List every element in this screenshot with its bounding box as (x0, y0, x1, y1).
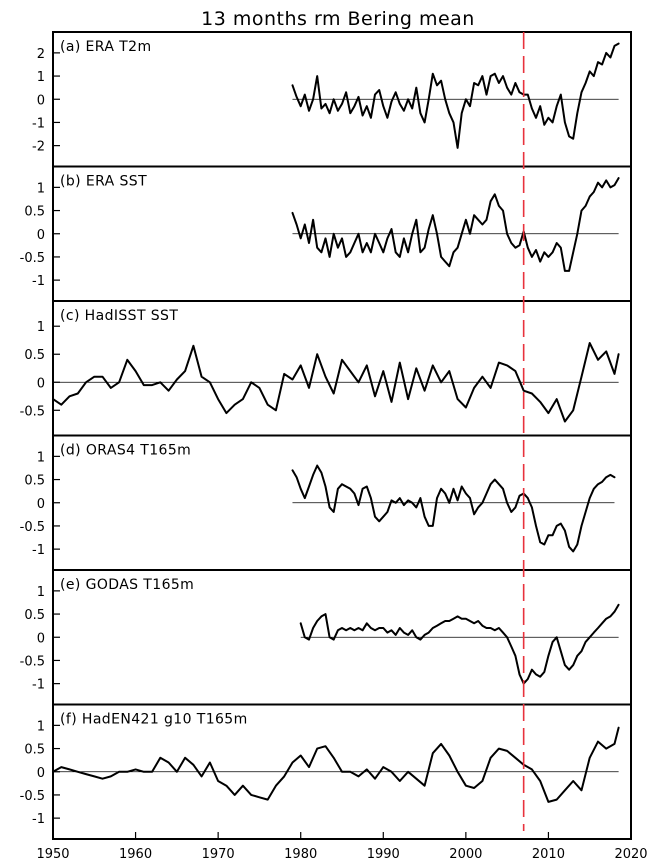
series-line (299, 603, 620, 685)
x-tick-label: 1960 (119, 847, 152, 862)
x-tick-label: 1970 (202, 847, 235, 862)
y-tick-label: 0.5 (24, 743, 45, 758)
y-tick-label: -0.5 (20, 789, 45, 804)
panel-label: (a) ERA T2m (60, 39, 151, 55)
y-tick-label: 1 (37, 181, 45, 196)
y-tick-label: -0.5 (20, 404, 45, 419)
y-tick-label: 2 (37, 47, 45, 62)
y-tick-label: 1 (37, 719, 45, 734)
series-line (291, 42, 620, 149)
y-tick-label: 0 (37, 93, 45, 108)
y-tick-label: -0.5 (20, 251, 45, 266)
chart-panels: 2 1 0 -1 -2 (a) ERA T2m 1 0.5 0 -0.5 -1 (b) ERA SST… (20, 31, 632, 840)
y-tick-label: 1 (37, 450, 45, 465)
y-tick-label: -0.5 (20, 654, 45, 669)
y-tick-label: 1 (37, 320, 45, 335)
y-tick-label: 0.5 (24, 205, 45, 220)
y-tick-label: -1 (32, 678, 45, 693)
x-axis: 1950 1960 1970 1980 1990 2000 2010 2020 (36, 832, 648, 862)
y-tick-label: -2 (32, 140, 45, 155)
panel: 1 0.5 0 -0.5 -1 (f) HadEN421 g10 T165m (20, 703, 632, 840)
y-tick-label: 0 (37, 228, 45, 243)
panel: 1 0.5 0 -0.5 -1 (b) ERA SST (20, 165, 632, 302)
y-tick-label: 0 (37, 631, 45, 646)
panel-label: (f) HadEN421 g10 T165m (60, 712, 248, 728)
series-line (291, 177, 620, 272)
y-tick-label: -1 (32, 812, 45, 827)
y-tick-label: 0.5 (24, 608, 45, 623)
y-tick-label: 0 (37, 497, 45, 512)
series-line (52, 342, 620, 423)
series-line (291, 464, 616, 553)
panel-frame (52, 703, 632, 840)
panel-label: (d) ORAS4 T165m (60, 443, 191, 459)
y-tick-label: -0.5 (20, 520, 45, 535)
panel: 1 0.5 0 -0.5 (c) HadISST SST (20, 300, 632, 437)
x-tick-label: 2000 (449, 847, 482, 862)
y-tick-label: 0 (37, 766, 45, 781)
x-tick-label: 2020 (614, 847, 647, 862)
x-tick-label: 1950 (36, 847, 69, 862)
y-tick-label: 1 (37, 70, 45, 85)
x-tick-label: 1990 (367, 847, 400, 862)
panel: 1 0.5 0 -0.5 -1 (e) GODAS T165m (20, 569, 632, 706)
y-tick-label: 0 (37, 376, 45, 391)
y-tick-label: -1 (32, 274, 45, 289)
panel-label: (b) ERA SST (60, 174, 147, 190)
chart-title: 13 months rm Bering mean (201, 8, 475, 30)
x-tick-label: 2010 (532, 847, 565, 862)
series-line (52, 726, 620, 803)
y-tick-label: 0.5 (24, 474, 45, 489)
panel: 1 0.5 0 -0.5 -1 (d) ORAS4 T165m (20, 434, 632, 571)
panel-label: (c) HadISST SST (60, 308, 178, 324)
y-tick-label: -1 (32, 116, 45, 131)
y-tick-label: 1 (37, 585, 45, 600)
x-tick-label: 1980 (284, 847, 317, 862)
panel: 2 1 0 -1 -2 (a) ERA T2m (32, 31, 632, 168)
panel-label: (e) GODAS T165m (60, 577, 194, 593)
y-tick-label: -1 (32, 543, 45, 558)
y-tick-label: 0.5 (24, 348, 45, 363)
